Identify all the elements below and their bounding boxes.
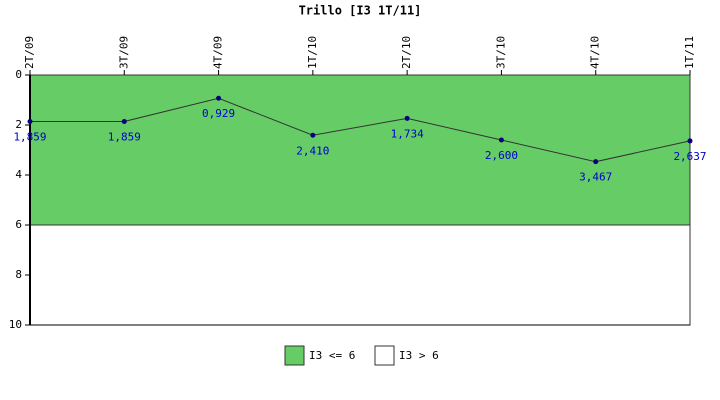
legend-swatch	[374, 345, 395, 366]
value-label: 0,929	[202, 107, 235, 120]
value-label: 2,410	[296, 144, 329, 157]
point	[687, 138, 693, 144]
x-tick-label: 1T/10	[306, 36, 319, 69]
point	[121, 118, 127, 124]
y-tick-label: 6	[15, 218, 22, 231]
value-label: 1,734	[391, 127, 424, 140]
series-line	[30, 97, 691, 163]
x-tick-label: 2T/09	[23, 36, 36, 69]
x-tick-label: 4T/09	[212, 36, 225, 69]
y-tick-label: 8	[15, 268, 22, 281]
y-tick-label: 4	[15, 168, 22, 181]
y-tick-label: 10	[9, 318, 22, 331]
y-tick-label: 0	[15, 68, 22, 81]
value-label: 1,859	[108, 130, 141, 143]
x-tick-label: 3T/10	[494, 36, 507, 69]
x-tick-label: 2T/10	[400, 36, 413, 69]
legend-swatch	[284, 345, 305, 366]
x-tick-label: 3T/09	[117, 36, 130, 69]
value-label: 2,637	[673, 150, 706, 163]
chart-title: Trillo [I3 1T/11]	[299, 4, 422, 18]
legend-label: I3 <= 6	[309, 349, 355, 362]
value-label: 1,859	[13, 130, 46, 143]
band	[29, 74, 691, 226]
x-tick-label: 4T/10	[589, 36, 602, 69]
y-tick-label: 2	[15, 118, 22, 131]
band	[29, 224, 691, 326]
legend-label: I3 > 6	[399, 349, 439, 362]
point	[593, 159, 599, 165]
point	[27, 118, 33, 124]
point	[310, 132, 316, 138]
point	[216, 95, 222, 101]
point	[404, 115, 410, 121]
value-label: 2,600	[485, 149, 518, 162]
x-tick-label: 1T/11	[683, 36, 696, 69]
point	[498, 137, 504, 143]
value-label: 3,467	[579, 171, 612, 184]
